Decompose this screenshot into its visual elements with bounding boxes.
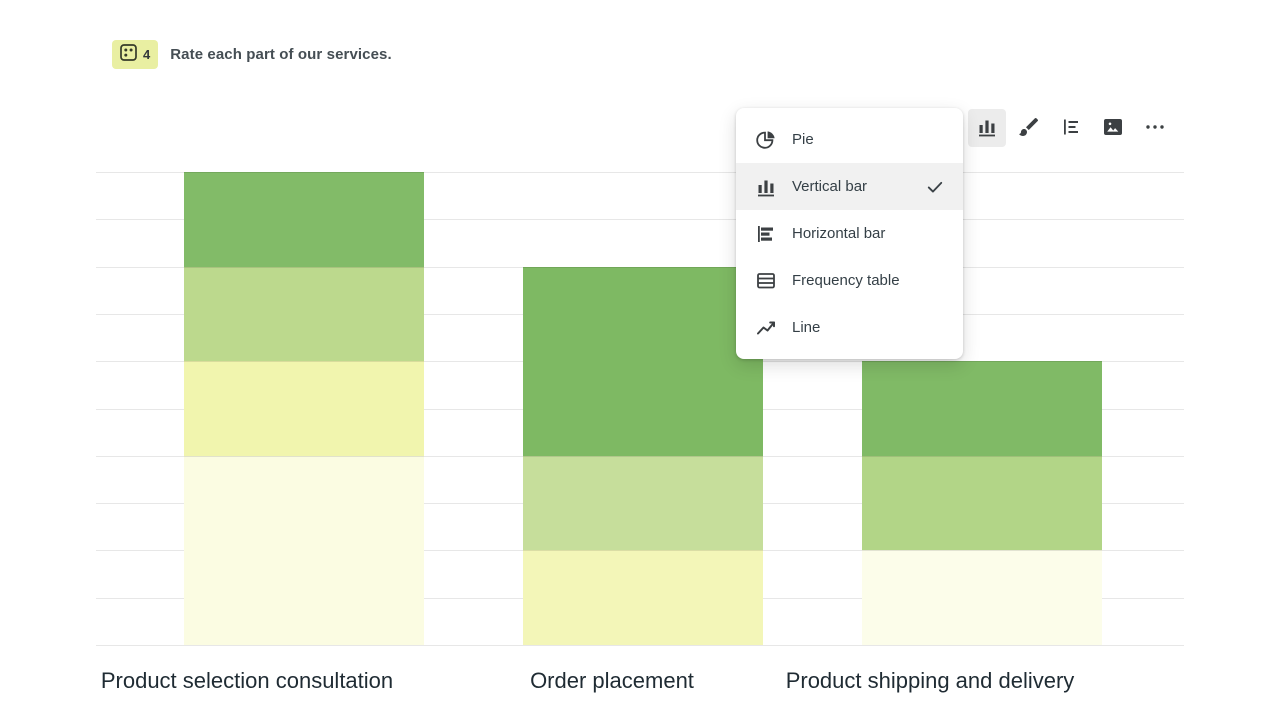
gridline	[96, 219, 1184, 220]
bar-segment[interactable]	[862, 455, 1102, 551]
bar-segment[interactable]	[523, 455, 763, 551]
stacked-bar-2[interactable]	[523, 266, 763, 645]
bar-segment[interactable]	[184, 455, 424, 645]
brush-icon	[1017, 115, 1041, 142]
gridline	[96, 172, 1184, 173]
more-button[interactable]	[1136, 109, 1174, 147]
ellipsis-icon	[1143, 115, 1167, 142]
stacked-bar-3[interactable]	[862, 361, 1102, 645]
question-header: 4 Rate each part of our services.	[112, 40, 392, 69]
bar-segment[interactable]	[862, 361, 1102, 456]
category-label-1: Product selection consultation	[100, 668, 394, 693]
chart-toolbar	[968, 109, 1174, 147]
category-label-2: Order placement	[530, 668, 694, 693]
line-chart-icon	[754, 316, 778, 340]
gridline	[96, 645, 1184, 646]
menu-item-label: Frequency table	[792, 272, 900, 289]
question-number: 4	[143, 47, 151, 62]
chart-type-menu: Pie Vertical bar	[736, 108, 963, 359]
values-button[interactable]	[1052, 109, 1090, 147]
chart-plot	[96, 172, 1184, 646]
menu-item-label: Horizontal bar	[792, 225, 886, 242]
bar-segment[interactable]	[523, 550, 763, 645]
menu-item-label: Vertical bar	[792, 178, 868, 195]
menu-item-horizontal-bar[interactable]: Horizontal bar	[736, 210, 963, 257]
color-style-button[interactable]	[1010, 109, 1048, 147]
pie-chart-icon	[754, 128, 778, 152]
check-icon	[925, 177, 945, 197]
category-label-3: Product shipping and delivery	[785, 668, 1075, 693]
bar-segment[interactable]	[862, 550, 1102, 645]
stacked-bar-1[interactable]	[184, 172, 424, 645]
horizontal-bar-chart-icon	[754, 222, 778, 246]
menu-item-line[interactable]: Line	[736, 304, 963, 351]
question-title: Rate each part of our services.	[170, 46, 392, 63]
vertical-bar-chart-icon	[975, 115, 999, 142]
media-button[interactable]	[1094, 109, 1132, 147]
image-icon	[1101, 115, 1125, 142]
chart-type-button[interactable]	[968, 109, 1006, 147]
vertical-bar-chart-icon	[754, 175, 778, 199]
frequency-table-icon	[754, 269, 778, 293]
menu-item-frequency-table[interactable]: Frequency table	[736, 257, 963, 304]
bar-segment[interactable]	[184, 266, 424, 362]
values-lines-icon	[1059, 115, 1083, 142]
menu-item-label: Pie	[792, 131, 814, 148]
bar-segment[interactable]	[523, 266, 763, 456]
question-number-badge: 4	[112, 40, 159, 69]
menu-item-pie[interactable]: Pie	[736, 116, 963, 163]
bar-segment[interactable]	[184, 172, 424, 267]
bar-segment[interactable]	[184, 361, 424, 456]
menu-item-label: Line	[792, 319, 821, 336]
matrix-question-icon	[120, 43, 137, 66]
menu-item-vertical-bar[interactable]: Vertical bar	[736, 163, 963, 210]
